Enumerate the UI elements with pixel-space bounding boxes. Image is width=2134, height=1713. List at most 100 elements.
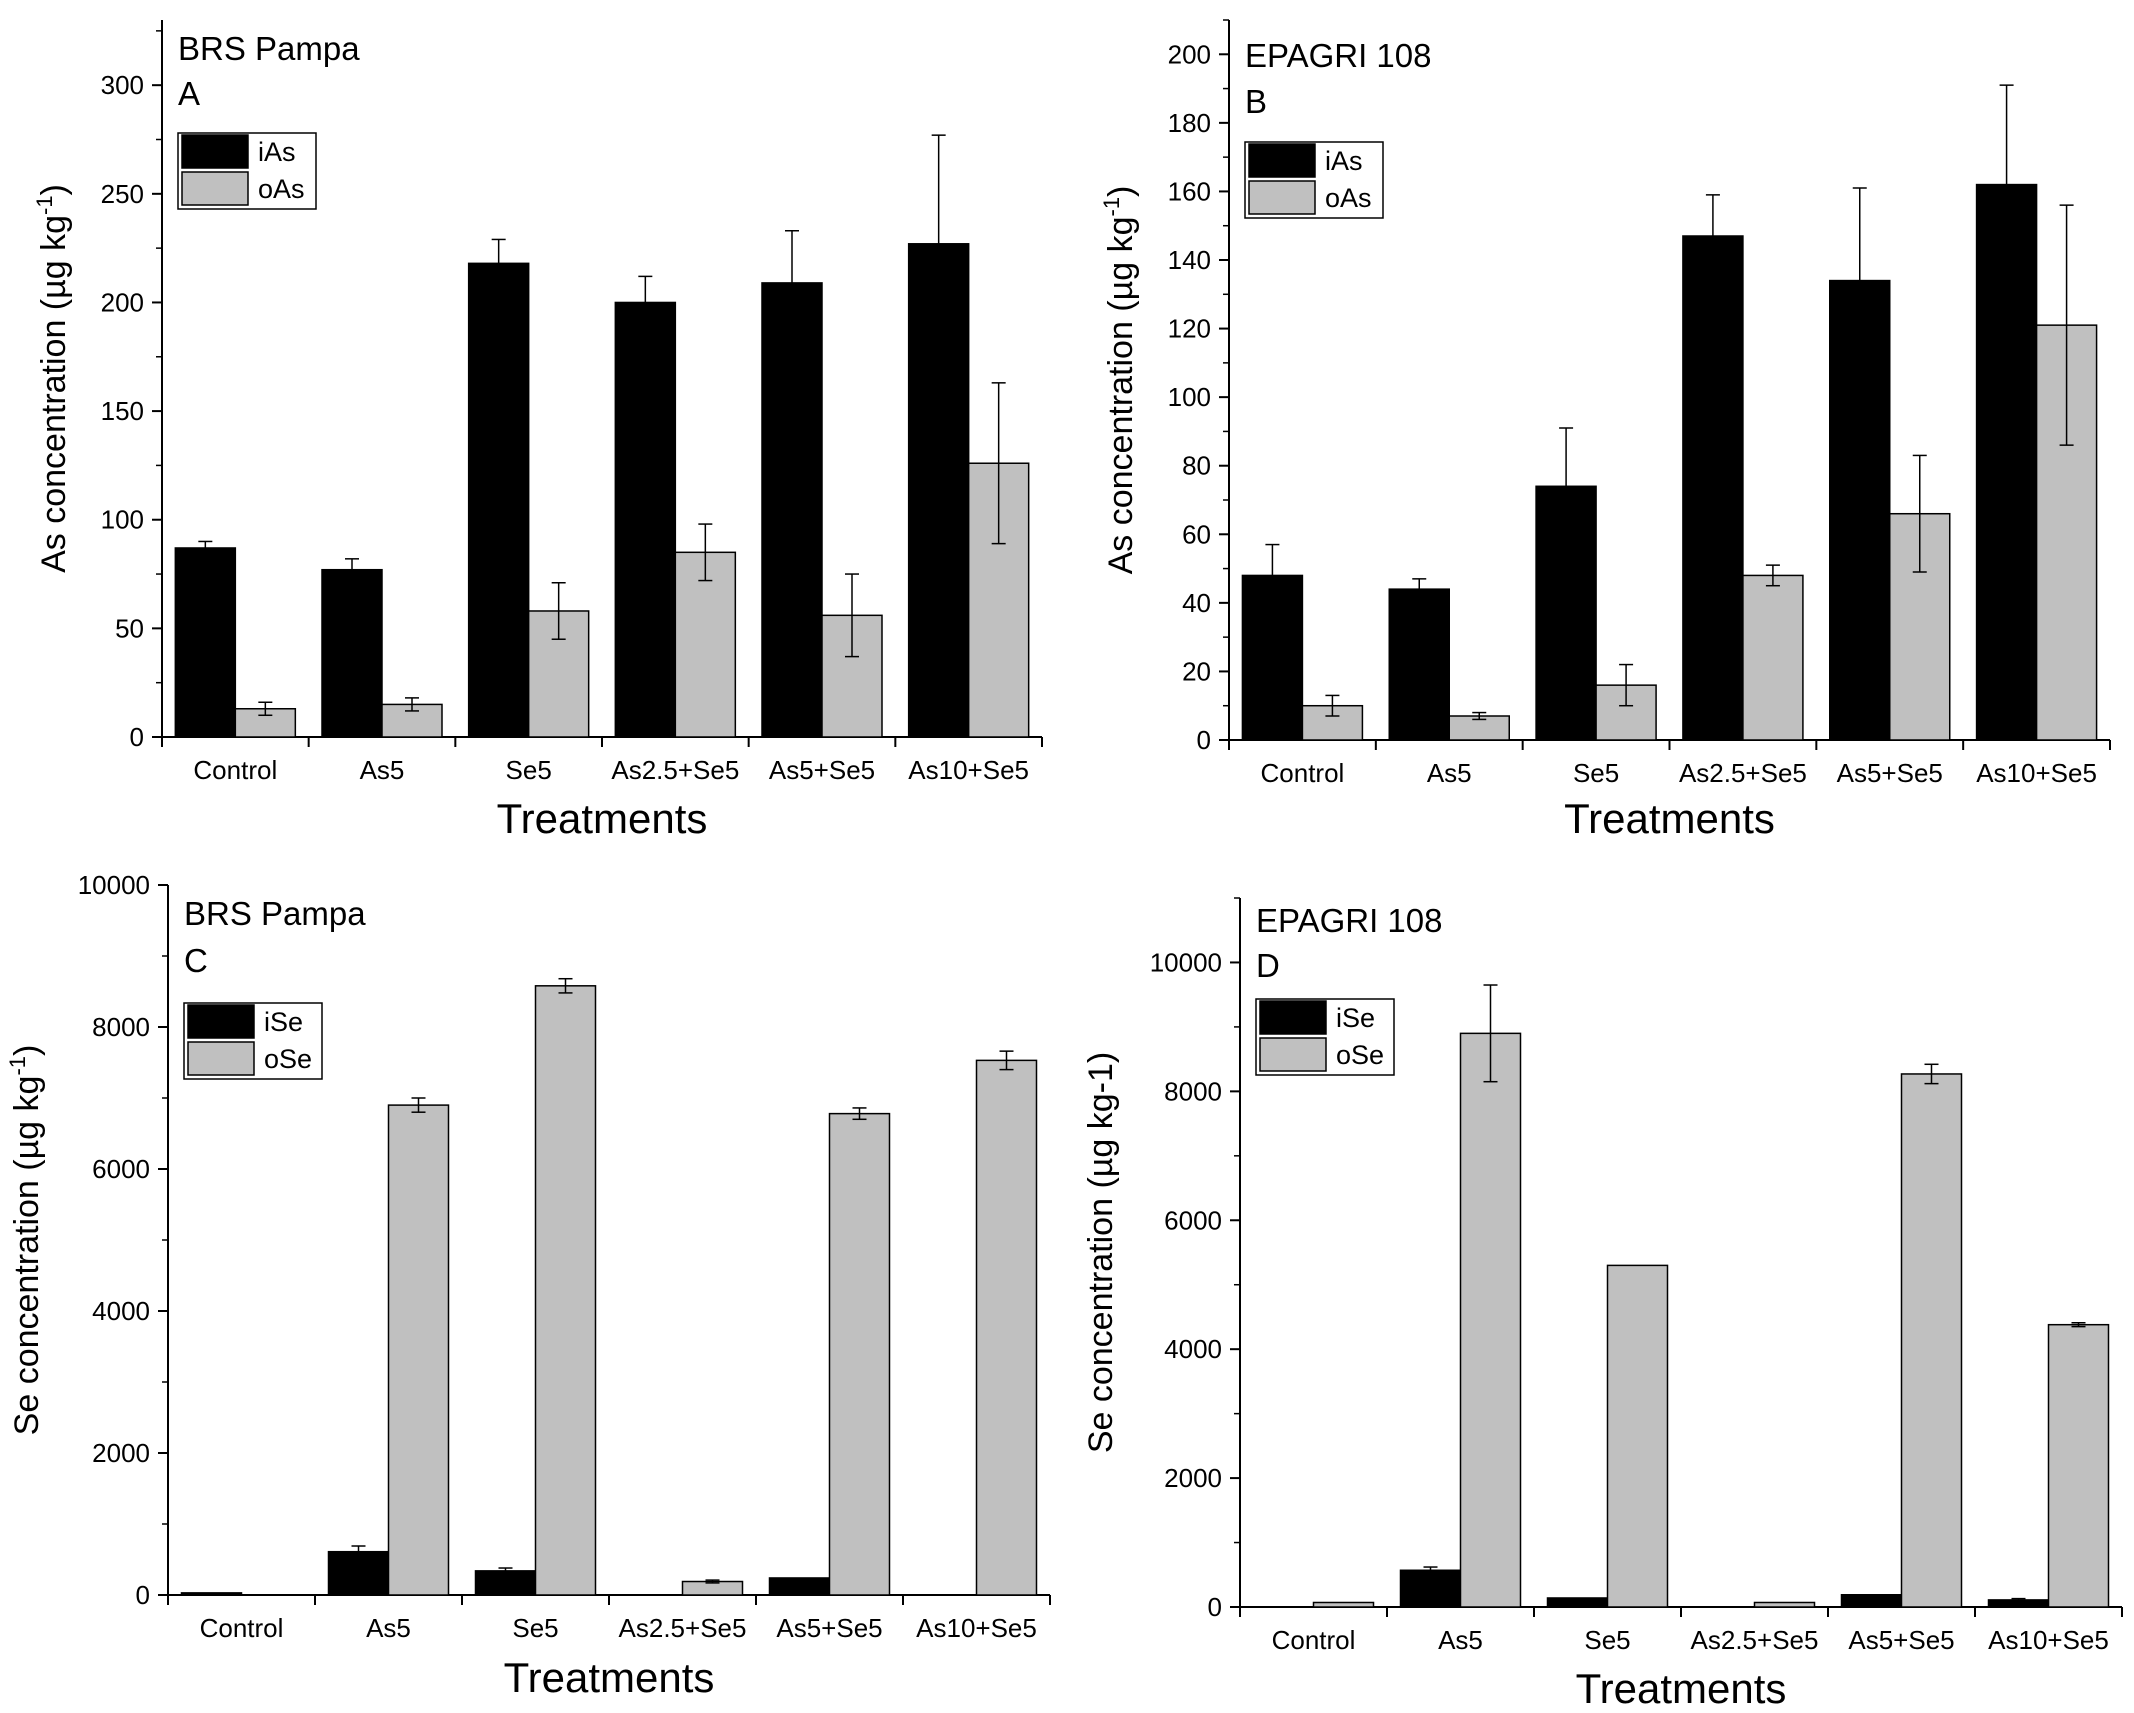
y-tick-label: 60 bbox=[1182, 519, 1211, 549]
x-tick-label: As5 bbox=[1427, 758, 1472, 788]
bar-oSe-1 bbox=[1459, 1032, 1522, 1608]
x-axis-label: Treatments bbox=[504, 1654, 715, 1701]
chart-title: BRS Pampa bbox=[178, 30, 360, 67]
panel-label: B bbox=[1245, 83, 1267, 120]
y-tick-label: 2000 bbox=[1164, 1463, 1222, 1493]
legend-label-iSe: iSe bbox=[1336, 1003, 1375, 1033]
y-tick-label: 100 bbox=[1168, 382, 1211, 412]
legend-swatch-oAs bbox=[181, 171, 249, 206]
y-tick-label: 0 bbox=[1208, 1592, 1222, 1622]
x-tick-label: As2.5+Se5 bbox=[611, 755, 739, 785]
y-tick-label: 0 bbox=[1197, 725, 1211, 755]
bar-iAs-1 bbox=[321, 568, 383, 738]
legend: iSe oSe bbox=[183, 1002, 323, 1080]
legend-label-oSe: oSe bbox=[1336, 1040, 1384, 1070]
legend-swatch-iSe bbox=[187, 1004, 255, 1039]
legend-swatch-iAs bbox=[181, 134, 249, 169]
y-axis-label: As concentration (µg kg-1) bbox=[1099, 186, 1140, 575]
x-axis-label: Treatments bbox=[497, 795, 708, 842]
legend: iAs oAs bbox=[177, 132, 317, 210]
bar-iAs-4 bbox=[761, 282, 823, 738]
panel-label: C bbox=[184, 942, 208, 979]
y-tick-label: 6000 bbox=[1164, 1205, 1222, 1235]
legend-swatch-iSe bbox=[1259, 1000, 1327, 1035]
bar-iAs-2 bbox=[467, 262, 530, 738]
chart-title: EPAGRI 108 bbox=[1245, 37, 1431, 74]
panel-a: 0 50 100 150 200 250 300 Control As5 Se5 As2.5+Se5… bbox=[32, 20, 1043, 842]
y-tick-label: 250 bbox=[101, 179, 144, 209]
legend-swatch-iAs bbox=[1248, 143, 1316, 178]
x-tick-label: As10+Se5 bbox=[908, 755, 1029, 785]
x-tick-label: As10+Se5 bbox=[1988, 1625, 2109, 1655]
y-tick-label: 2000 bbox=[92, 1438, 150, 1468]
x-tick-label: As10+Se5 bbox=[1976, 758, 2097, 788]
bar-oSe-4 bbox=[828, 1112, 891, 1596]
y-tick-label: 8000 bbox=[92, 1012, 150, 1042]
x-tick-label: As5+Se5 bbox=[1848, 1625, 1954, 1655]
bar-oSe-1 bbox=[387, 1104, 450, 1596]
bar-oSe-5 bbox=[2047, 1323, 2110, 1608]
y-tick-label: 40 bbox=[1182, 588, 1211, 618]
y-tick-label: 10000 bbox=[78, 870, 150, 900]
legend: iSe oSe bbox=[1255, 998, 1395, 1076]
legend-label-oSe: oSe bbox=[264, 1044, 312, 1074]
legend-label-iSe: iSe bbox=[264, 1007, 303, 1037]
panel-c: 0 2000 4000 6000 8000 10000 Control As5 Se5 As2.5… bbox=[5, 870, 1051, 1701]
panel-label: A bbox=[178, 75, 200, 112]
y-tick-label: 140 bbox=[1168, 245, 1211, 275]
y-tick-label: 300 bbox=[101, 70, 144, 100]
x-tick-label: As5+Se5 bbox=[769, 755, 875, 785]
y-tick-label: 4000 bbox=[1164, 1334, 1222, 1364]
x-tick-label: As2.5+Se5 bbox=[1679, 758, 1807, 788]
y-tick-label: 160 bbox=[1168, 176, 1211, 206]
legend-swatch-oAs bbox=[1248, 180, 1316, 215]
x-tick-label: As5+Se5 bbox=[1837, 758, 1943, 788]
x-axis-label: Treatments bbox=[1576, 1665, 1787, 1712]
bar-iSe-2 bbox=[474, 1570, 537, 1596]
panel-b: 0 20 40 60 80 100 120 140 160 180 200 Control As5 Se5… bbox=[1099, 19, 2111, 842]
bar-iSe-4 bbox=[768, 1577, 831, 1596]
x-tick-label: As10+Se5 bbox=[916, 1613, 1037, 1643]
y-tick-label: 20 bbox=[1182, 656, 1211, 686]
x-tick-label: Se5 bbox=[512, 1613, 558, 1643]
chart-title: BRS Pampa bbox=[184, 895, 366, 932]
bar-iAs-0 bbox=[174, 547, 237, 738]
x-tick-label: As5 bbox=[366, 1613, 411, 1643]
y-tick-label: 200 bbox=[1168, 39, 1211, 69]
bar-oSe-3 bbox=[1753, 1601, 1816, 1608]
legend-label-iAs: iAs bbox=[1325, 146, 1363, 176]
x-tick-label: As2.5+Se5 bbox=[619, 1613, 747, 1643]
bar-oSe-2 bbox=[534, 985, 597, 1596]
x-tick-label: Control bbox=[1272, 1625, 1356, 1655]
bar-oSe-5 bbox=[975, 1059, 1038, 1596]
bar-iSe-1 bbox=[327, 1550, 390, 1596]
panel-label: D bbox=[1256, 947, 1280, 984]
y-tick-label: 0 bbox=[136, 1580, 150, 1610]
x-tick-label: Control bbox=[200, 1613, 284, 1643]
x-tick-label: As5 bbox=[360, 755, 405, 785]
y-tick-label: 4000 bbox=[92, 1296, 150, 1326]
bar-oSe-0 bbox=[1312, 1601, 1375, 1608]
legend: iAs oAs bbox=[1244, 141, 1384, 219]
y-tick-label: 150 bbox=[101, 396, 144, 426]
x-axis-label: Treatments bbox=[1564, 795, 1775, 842]
y-tick-label: 10000 bbox=[1150, 947, 1222, 977]
y-tick-label: 80 bbox=[1182, 451, 1211, 481]
bar-iAs-3 bbox=[1682, 235, 1744, 741]
bar-oAs-3 bbox=[674, 551, 737, 738]
legend-swatch-oSe bbox=[187, 1041, 255, 1076]
x-tick-label: Control bbox=[1261, 758, 1345, 788]
y-tick-label: 120 bbox=[1168, 314, 1211, 344]
x-tick-label: Se5 bbox=[506, 755, 552, 785]
y-tick-label: 100 bbox=[101, 505, 144, 535]
bar-iAs-3 bbox=[614, 301, 677, 738]
panel-d: 0 2000 4000 6000 8000 10000 Control As5 Se5 As2.5… bbox=[1082, 897, 2123, 1712]
bar-iSe-0 bbox=[180, 1592, 243, 1596]
bar-oAs-3 bbox=[1742, 574, 1804, 741]
bar-iSe-2 bbox=[1546, 1597, 1609, 1608]
bar-oSe-2 bbox=[1606, 1264, 1669, 1608]
y-axis-label: Se concentration (µg kg-1) bbox=[5, 1045, 46, 1436]
bar-iAs-1 bbox=[1388, 588, 1450, 741]
y-tick-label: 200 bbox=[101, 287, 144, 317]
